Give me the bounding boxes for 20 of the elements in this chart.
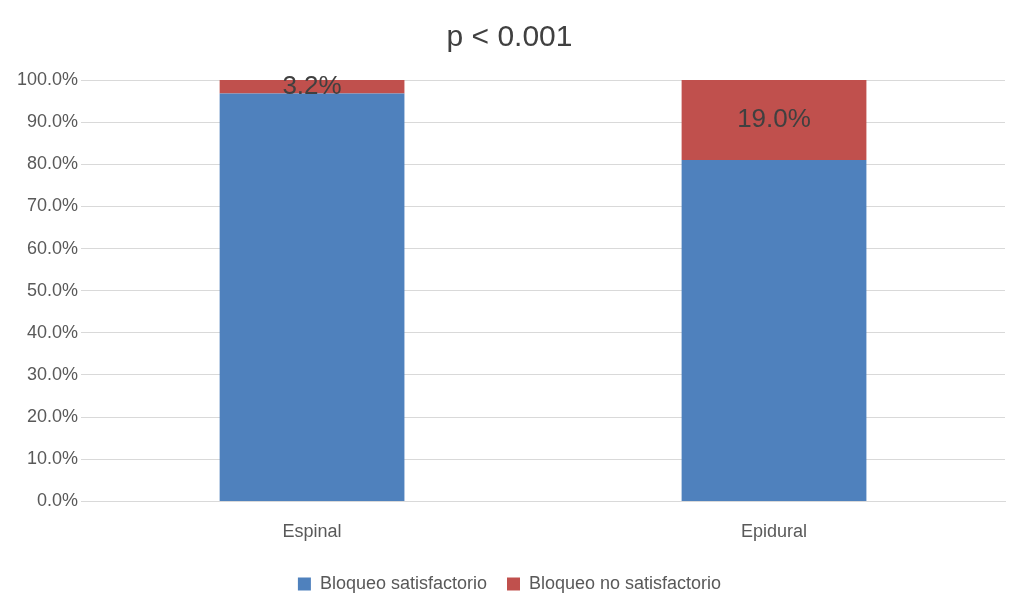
x-tick-label: Espinal [282, 521, 342, 542]
y-tick-label: 30.0% [27, 363, 79, 384]
legend-label: Bloqueo satisfactorio [319, 572, 487, 593]
legend-label: Bloqueo no satisfactorio [528, 572, 722, 593]
y-tick-label: 80.0% [27, 153, 79, 174]
y-tick-label: 60.0% [27, 237, 79, 258]
y-tick-label: 10.0% [27, 448, 79, 469]
bar [219, 93, 405, 501]
x-tick-label: Epidural [740, 521, 808, 542]
y-tick-label: 100.0% [16, 68, 79, 89]
y-tick-label: 50.0% [27, 279, 79, 300]
bar [681, 160, 867, 501]
bar [681, 80, 867, 161]
y-tick-label: 20.0% [27, 406, 79, 427]
y-tick-label: 90.0% [27, 111, 79, 132]
chart-title: p < 0.001 [446, 19, 573, 53]
data-label: 19.0% [737, 103, 811, 134]
y-tick-label: 40.0% [27, 321, 79, 342]
y-tick-label: 0.0% [37, 490, 79, 511]
y-tick-label: 70.0% [27, 195, 79, 216]
